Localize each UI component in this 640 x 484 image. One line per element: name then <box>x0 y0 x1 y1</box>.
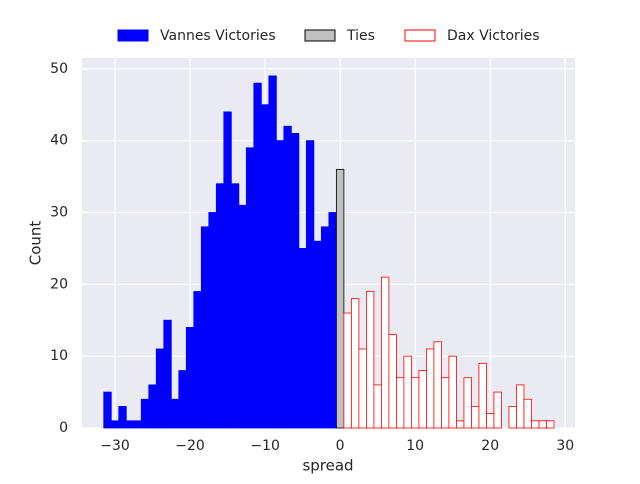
bar <box>223 111 232 429</box>
bar <box>456 420 465 429</box>
bar <box>118 406 127 429</box>
bar <box>381 276 390 429</box>
bar <box>275 140 285 429</box>
y-tick-label: 50 <box>50 61 68 77</box>
bar <box>163 319 172 429</box>
bar <box>230 183 240 429</box>
legend-swatch <box>304 29 336 42</box>
x-tick-label: −30 <box>100 438 130 454</box>
bar <box>448 355 457 429</box>
x-axis-label: spread <box>302 457 353 475</box>
y-tick-label: 10 <box>50 348 68 364</box>
legend-label: Ties <box>346 28 375 44</box>
bar <box>538 420 547 429</box>
bar <box>290 133 300 429</box>
y-tick-label: 20 <box>50 276 68 292</box>
bar <box>260 104 270 429</box>
y-axis-label: Count <box>27 221 45 266</box>
bar <box>298 247 307 429</box>
bar <box>253 82 262 429</box>
bar <box>388 334 397 429</box>
legend-label: Dax Victories <box>447 28 540 44</box>
bar <box>516 384 525 429</box>
x-tick-label: 30 <box>556 438 574 454</box>
bar <box>365 291 375 429</box>
legend-swatch <box>404 29 436 42</box>
bar <box>441 377 450 429</box>
bar <box>493 391 502 429</box>
bar <box>148 384 157 429</box>
bar <box>178 370 187 429</box>
bar <box>245 147 255 429</box>
bar <box>531 420 540 429</box>
y-tick-label: 40 <box>50 133 68 149</box>
bar <box>373 384 382 429</box>
bar <box>546 420 555 429</box>
bar <box>411 377 420 429</box>
bar <box>208 212 217 429</box>
bar <box>305 140 315 429</box>
bar <box>238 204 247 429</box>
bar <box>215 183 225 429</box>
bar <box>268 75 277 429</box>
bar <box>133 420 142 429</box>
bar <box>418 370 427 429</box>
y-tick-label: 30 <box>50 204 68 220</box>
bar <box>478 362 487 429</box>
bar <box>283 125 292 429</box>
bar <box>313 240 322 429</box>
bar <box>185 327 195 429</box>
bar <box>320 226 330 429</box>
x-tick-label: −20 <box>175 438 205 454</box>
bar <box>486 413 495 429</box>
legend-label: Vannes Victories <box>160 28 276 44</box>
bar <box>358 348 367 429</box>
y-tick-label: 0 <box>59 420 68 436</box>
bar <box>403 355 412 429</box>
x-tick-label: 0 <box>336 438 345 454</box>
bar <box>508 406 517 429</box>
bar <box>426 348 435 429</box>
bar <box>328 212 337 429</box>
bar <box>140 398 150 429</box>
legend-swatch <box>117 29 149 42</box>
x-tick-label: −10 <box>250 438 280 454</box>
bar <box>193 291 202 429</box>
bar <box>343 312 352 429</box>
bar <box>110 420 120 429</box>
bar <box>350 298 360 429</box>
x-tick-label: 10 <box>406 438 424 454</box>
bar <box>471 406 480 429</box>
bar <box>200 226 210 429</box>
bar <box>463 377 472 429</box>
bar <box>125 420 135 429</box>
x-tick-label: 20 <box>481 438 499 454</box>
bar <box>335 168 345 429</box>
bar <box>103 391 112 429</box>
bar <box>396 377 405 429</box>
bar <box>170 398 180 429</box>
bar <box>433 341 442 429</box>
bar <box>523 398 532 429</box>
bar <box>155 348 165 429</box>
